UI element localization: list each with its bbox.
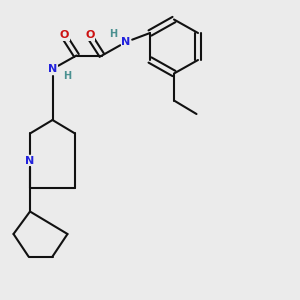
- Text: N: N: [26, 155, 34, 166]
- Text: O: O: [85, 30, 95, 40]
- Text: N: N: [122, 37, 130, 47]
- Text: H: H: [63, 70, 71, 81]
- Text: O: O: [60, 30, 69, 40]
- Text: H: H: [109, 28, 118, 39]
- Text: N: N: [48, 64, 57, 74]
